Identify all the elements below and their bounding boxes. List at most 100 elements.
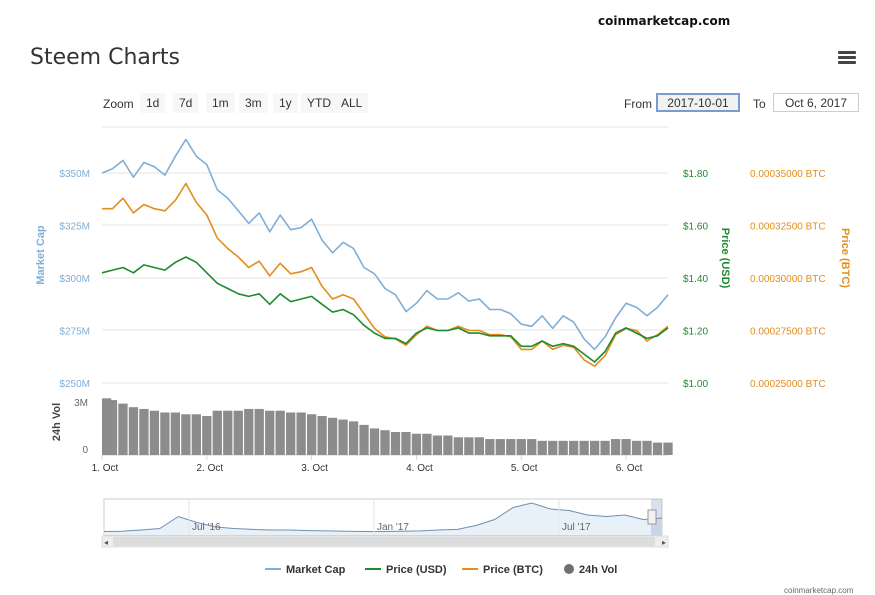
credit: coinmarketcap.com (784, 586, 854, 595)
volume-bar (569, 440, 579, 455)
volume-bar (537, 440, 547, 455)
navigator-tick-label: Jul '16 (192, 522, 221, 533)
volume-bar (306, 414, 317, 455)
from-date-input[interactable] (656, 93, 740, 112)
zoom-button-1d[interactable]: 1d (140, 93, 166, 113)
price-btc-tick-label: 0.00025000 BTC (750, 379, 826, 390)
volume-bar (506, 439, 516, 455)
volume-bar (296, 412, 306, 455)
x-tick-label: 2. Oct (196, 463, 223, 474)
zoom-label: Zoom (103, 97, 134, 111)
volume-bar (443, 435, 453, 455)
scroll-right-arrow-icon: ▸ (662, 538, 666, 547)
volume-bar (202, 416, 212, 455)
volume-bar (191, 414, 201, 455)
volume-bar (327, 417, 338, 455)
volume-bar (485, 439, 495, 455)
volume-tick-label: 0 (82, 445, 88, 456)
volume-bar (118, 403, 128, 455)
volume-bar (286, 412, 296, 455)
series-line-market-cap (101, 138, 669, 351)
hamburger-menu-icon[interactable] (838, 51, 856, 67)
zoom-button-1m[interactable]: 1m (206, 93, 235, 113)
navigator-area (104, 503, 662, 535)
volume-bar (432, 435, 443, 455)
volume-bar (548, 440, 558, 455)
volume-bar (380, 430, 390, 455)
volume-bar (139, 408, 149, 455)
volume-bar (642, 440, 652, 455)
volume-bar (558, 440, 568, 455)
legend-item-label[interactable]: 24h Vol (579, 564, 617, 576)
zoom-button-ytd[interactable]: YTD (301, 93, 337, 113)
volume-bar (579, 440, 589, 455)
price-usd-axis-label: Price (USD) (719, 228, 731, 289)
zoom-button-3m[interactable]: 3m (239, 93, 268, 113)
zoom-button-all[interactable]: ALL (335, 93, 369, 113)
legend-item-label[interactable]: Price (USD) (386, 564, 447, 576)
volume-bar (610, 439, 621, 455)
market-cap-tick-label: $350M (59, 169, 90, 180)
navigator-tick-label: Jul '17 (562, 522, 591, 533)
series-line-price-btc- (102, 182, 669, 368)
volume-tick-label: 3M (74, 398, 88, 409)
watermark: coinmarketcap.com (598, 14, 731, 28)
series-line-price-usd- (101, 256, 669, 363)
volume-bar (275, 410, 285, 455)
volume-bar (631, 440, 642, 455)
x-tick-label: 3. Oct (301, 463, 328, 474)
volume-bar (663, 442, 673, 455)
volume-bar (102, 398, 112, 455)
market-cap-axis-label: Market Cap (35, 225, 47, 285)
volume-bar (181, 414, 191, 455)
x-tick-label: 5. Oct (511, 463, 538, 474)
legend-item-label[interactable]: Market Cap (286, 564, 346, 576)
volume-bar (317, 416, 327, 455)
navigator-tick-label: Jan '17 (377, 522, 409, 533)
to-date-input[interactable] (773, 93, 859, 112)
x-tick-label: 1. Oct (92, 463, 119, 474)
zoom-button-7d[interactable]: 7d (173, 93, 199, 113)
x-tick-label: 4. Oct (406, 463, 433, 474)
price-btc-tick-label: 0.00027500 BTC (750, 327, 826, 338)
volume-bar (495, 439, 505, 455)
price-btc-tick-label: 0.00030000 BTC (750, 274, 826, 285)
price-usd-tick-label: $1.80 (683, 169, 708, 180)
price-usd-tick-label: $1.40 (683, 274, 708, 285)
price-usd-tick-label: $1.00 (683, 379, 708, 390)
from-label: From (624, 97, 652, 111)
price-usd-tick-label: $1.20 (683, 327, 708, 338)
volume-bar (527, 439, 537, 455)
market-cap-tick-label: $325M (59, 222, 90, 233)
navigator-line (103, 502, 663, 532)
page-title: Steem Charts (30, 45, 181, 70)
volume-bar (149, 410, 160, 455)
volume-bar (474, 437, 484, 455)
volume-bar (453, 437, 464, 455)
volume-bar (107, 400, 118, 455)
price-btc-tick-label: 0.00032500 BTC (750, 222, 826, 233)
market-cap-tick-label: $300M (59, 274, 90, 285)
volume-bar (265, 410, 275, 455)
volume-bar (359, 424, 369, 455)
volume-bar (422, 433, 432, 455)
zoom-button-1y[interactable]: 1y (273, 93, 298, 113)
price-usd-tick-label: $1.60 (683, 222, 708, 233)
market-cap-tick-label: $275M (59, 327, 90, 338)
volume-bar (369, 428, 380, 455)
scrollbar-thumb[interactable] (113, 537, 655, 546)
volume-bar (589, 440, 600, 455)
navigator-handle[interactable] (647, 509, 657, 525)
x-tick-label: 6. Oct (616, 463, 643, 474)
volume-bar (170, 412, 181, 455)
to-label: To (753, 97, 766, 111)
legend-item-label[interactable]: Price (BTC) (483, 564, 543, 576)
volume-bar (621, 439, 631, 455)
volume-bar (600, 440, 610, 455)
scroll-left-arrow-icon: ◂ (104, 538, 108, 547)
volume-bar (464, 437, 474, 455)
volume-bar (401, 431, 411, 455)
market-cap-tick-label: $250M (59, 379, 90, 390)
volume-bar (390, 431, 401, 455)
